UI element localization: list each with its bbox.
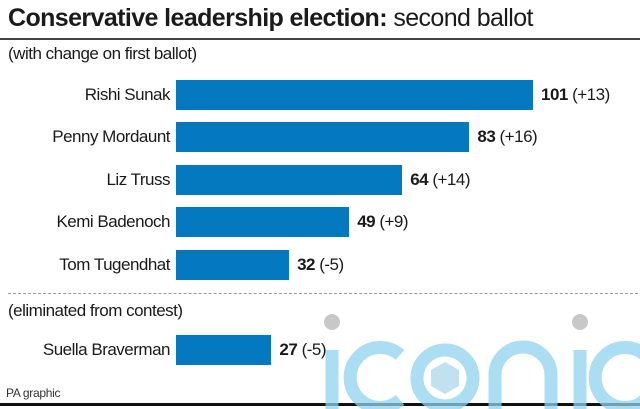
bar-change: (-5) xyxy=(297,340,327,359)
bar-change: (+13) xyxy=(567,85,610,104)
watermark-hex xyxy=(431,362,459,394)
bar-change: (+14) xyxy=(428,170,471,189)
watermark-c1 xyxy=(343,341,405,409)
title-light: second ballot xyxy=(393,4,533,32)
chart-title: Conservative leadership election: second… xyxy=(8,4,533,33)
bar-label: Penny Mordaunt xyxy=(52,127,170,146)
credit: PA graphic xyxy=(6,386,61,400)
bar-value: 49 xyxy=(357,212,376,231)
bar-value-label: 101 (+13) xyxy=(541,85,610,105)
bar-label: Rishi Sunak xyxy=(84,85,171,104)
bar-change: (+16) xyxy=(495,127,538,146)
watermark-o xyxy=(410,343,480,409)
watermark-logo xyxy=(324,314,640,409)
bottom-rule xyxy=(0,403,640,406)
bar-value-label: 83 (+16) xyxy=(477,127,537,147)
bar-value: 83 xyxy=(477,127,496,146)
watermark-n xyxy=(488,340,558,409)
bar-label: Liz Truss xyxy=(106,170,170,189)
title-bold: Conservative leadership election: xyxy=(8,4,388,32)
bar xyxy=(176,250,290,280)
bar xyxy=(176,122,470,152)
bar-value-label: 49 (+9) xyxy=(357,212,408,232)
bar-label: Tom Tugendhat xyxy=(59,255,170,274)
bar xyxy=(176,165,403,195)
bar xyxy=(176,80,533,110)
bar-label: Kemi Badenoch xyxy=(56,212,170,231)
bar-value: 101 xyxy=(541,85,568,104)
bar-value-label: 64 (+14) xyxy=(410,170,470,190)
bar-change: (-5) xyxy=(315,255,344,274)
bar-value: 32 xyxy=(297,255,316,274)
divider-dashed xyxy=(8,293,638,294)
watermark-dot1 xyxy=(324,314,340,330)
watermark-c2 xyxy=(588,341,640,409)
bar xyxy=(176,335,272,365)
bar-value-label: 32 (-5) xyxy=(297,255,344,275)
eliminated-label: (eliminated from contest) xyxy=(8,301,183,320)
bar-value-label: 27 (-5) xyxy=(279,340,326,360)
watermark-dot2 xyxy=(572,314,588,330)
bar-change: (+9) xyxy=(375,212,409,231)
chart-subtitle: (with change on first ballot) xyxy=(8,44,197,63)
top-rule xyxy=(0,38,640,40)
bar-value: 64 xyxy=(410,170,429,189)
bar-label: Suella Braverman xyxy=(42,340,171,359)
bar xyxy=(176,207,350,237)
bar-value: 27 xyxy=(279,340,298,359)
